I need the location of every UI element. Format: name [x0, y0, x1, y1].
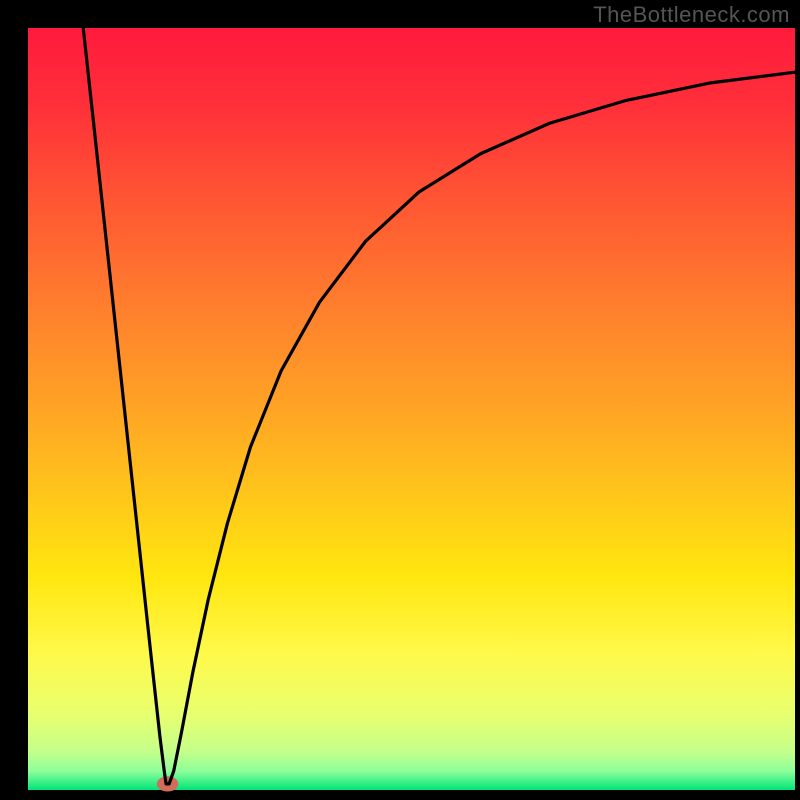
chart-background	[28, 28, 795, 790]
bottleneck-chart: TheBottleneck.com	[0, 0, 800, 800]
attribution-label: TheBottleneck.com	[593, 2, 790, 28]
chart-svg	[0, 0, 800, 800]
